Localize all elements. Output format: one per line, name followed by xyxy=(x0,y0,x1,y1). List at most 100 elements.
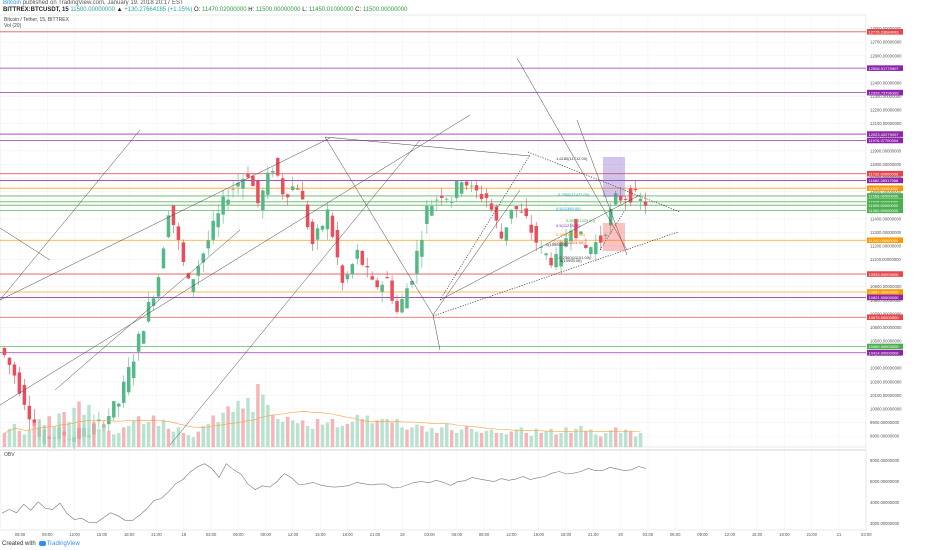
volume-bar xyxy=(544,431,548,447)
candle-body xyxy=(554,254,558,268)
site-name: TradingView.com xyxy=(58,0,104,6)
candle-body xyxy=(474,185,479,191)
trend-line xyxy=(0,129,141,301)
volume-bar xyxy=(509,431,514,447)
obv-study-label[interactable]: OBV xyxy=(4,452,15,458)
y-tick-label: 12000.00000000 xyxy=(870,135,902,140)
trend-line xyxy=(0,227,51,261)
volume-bar xyxy=(131,420,136,447)
volume-bar xyxy=(355,414,360,447)
candle-body xyxy=(310,221,315,245)
volume-bar xyxy=(628,431,633,447)
volume-bar xyxy=(251,412,255,447)
y-tick-label: 12700.00000000 xyxy=(870,40,902,45)
candle-body xyxy=(375,280,379,288)
published-text: published on xyxy=(22,0,57,6)
footer: Created with TradingView xyxy=(2,541,80,547)
price-level-tag: 11625.00000000 xyxy=(867,185,903,192)
price-level-tag: 11462.00000000 xyxy=(867,207,903,214)
volume-bar xyxy=(519,427,524,447)
x-tick-label: 12:00 xyxy=(725,532,736,537)
y-tick-label: 12200.00000000 xyxy=(870,108,902,113)
volume-bar xyxy=(454,433,459,447)
volume-bar xyxy=(216,421,220,447)
volume-study-label[interactable]: Vol (20) xyxy=(4,23,22,29)
volume-bar xyxy=(325,422,330,447)
volume-bar xyxy=(633,436,638,447)
volume-bar xyxy=(166,428,171,447)
x-tick-label: 15:00 xyxy=(752,532,763,537)
price-level-tag: 11568.00000000 xyxy=(867,193,903,199)
candle-body xyxy=(206,240,210,249)
volume-bar xyxy=(574,428,578,447)
volume-bar xyxy=(151,415,156,447)
candle-body xyxy=(251,176,255,187)
volume-bar xyxy=(305,426,310,447)
y-tick-label: 12600.00000000 xyxy=(870,53,902,58)
candle-body xyxy=(246,173,250,178)
y-tick-label: 9800.00000000 xyxy=(870,434,900,439)
price-level-label: 10414.00000000 xyxy=(869,350,900,355)
price-level-tag: 11732.00000000 xyxy=(867,170,903,177)
volume-bar xyxy=(176,427,181,447)
price-level-label: 12023.40279007 xyxy=(869,132,900,137)
created-with-text: Created with xyxy=(2,541,36,547)
candle-body xyxy=(410,281,414,285)
fib-level-label: 0.5(11278.00) xyxy=(556,223,581,228)
candle-body xyxy=(599,235,603,243)
price-level-label: 10993.00000000 xyxy=(869,272,900,277)
volume-bar xyxy=(499,433,504,447)
volume-bar xyxy=(236,400,240,447)
volume-bar xyxy=(107,430,111,447)
candle-body xyxy=(320,225,325,230)
volume-bar xyxy=(559,433,563,447)
volume-bar xyxy=(300,420,305,447)
volume-bar xyxy=(320,424,325,447)
candle-body xyxy=(17,372,22,394)
volume-bar xyxy=(141,423,146,447)
candle-body xyxy=(499,231,504,239)
fib-level-label: -0.2360(11201.00) xyxy=(552,240,585,245)
volume-bar xyxy=(256,384,260,447)
volume-bar xyxy=(37,419,42,447)
obv-y-tick-label: 5000.00000000 xyxy=(870,479,900,484)
volume-bar xyxy=(181,433,186,447)
volume-ma-line xyxy=(4,411,641,434)
volume-bar xyxy=(608,430,613,447)
series-title[interactable]: Bitcoin / Tether, 15, BITTREX xyxy=(4,17,69,23)
candle-body xyxy=(584,244,588,248)
candle-body xyxy=(22,384,27,405)
price-level-tag: 10460.00000000 xyxy=(867,343,903,350)
volume-bar xyxy=(350,421,355,447)
volume-bar xyxy=(489,429,494,447)
volume-bar xyxy=(82,414,86,447)
volume-bar xyxy=(335,427,340,447)
tradingview-brand[interactable]: TradingView xyxy=(46,541,80,547)
volume-bar xyxy=(623,429,628,447)
x-tick-label: 18:00 xyxy=(779,532,790,537)
volume-bar xyxy=(186,435,191,447)
candle-body xyxy=(181,242,186,263)
volume-bar xyxy=(22,434,27,447)
y-tick-label: 10200.00000000 xyxy=(870,379,902,384)
y-tick-label: 12300.00000000 xyxy=(870,94,902,99)
candle-body xyxy=(161,248,166,269)
volume-bar xyxy=(395,419,399,447)
candle-body xyxy=(395,301,399,312)
candle-body xyxy=(226,199,230,205)
trend-line xyxy=(324,136,531,157)
x-tick-label: 15:00 xyxy=(315,532,326,537)
volume-bar xyxy=(415,424,419,447)
fib-level-label: 0.382(11325.00) xyxy=(566,218,596,223)
candle-body xyxy=(266,172,270,195)
trend-line xyxy=(169,139,421,446)
trend-line xyxy=(432,314,441,351)
price-level-tag: 10993.00000000 xyxy=(867,271,903,277)
volume-bar xyxy=(72,407,76,447)
last-price: 11500.00000000 xyxy=(70,7,115,13)
candle-body xyxy=(643,201,648,206)
projection-box xyxy=(603,223,625,251)
candle-body xyxy=(176,226,181,241)
author-link[interactable]: Bitcoin xyxy=(3,0,22,6)
